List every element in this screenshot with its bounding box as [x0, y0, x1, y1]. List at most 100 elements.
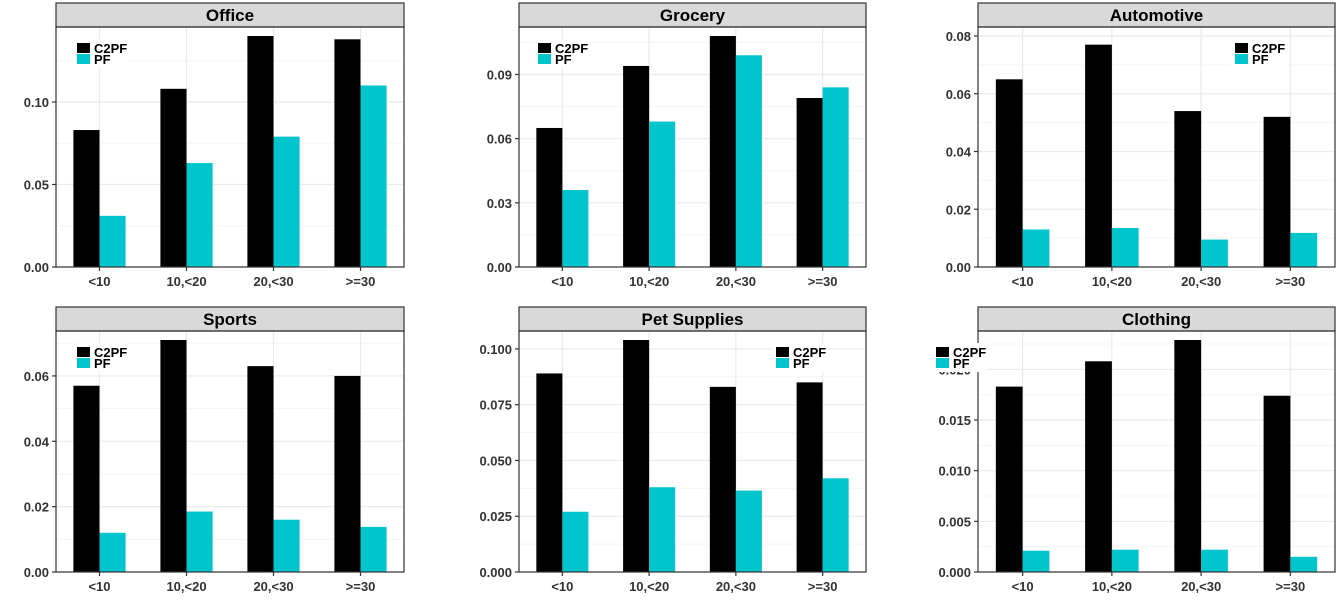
legend-key-pf: [1235, 54, 1248, 64]
x-tick-label: >=30: [1276, 579, 1306, 594]
x-tick-label: <10: [1012, 579, 1034, 594]
legend-key-pf: [77, 54, 90, 64]
legend-key-pf: [538, 54, 551, 64]
legend-label-pf: PF: [94, 356, 111, 371]
bar-c2pf-1: [160, 340, 187, 572]
legend-label-c2pf: C2PF: [555, 41, 588, 56]
chart-panel-3: Sports 0.00 0.02 0.04 0.06 <10 10,<20 20,<30 >=3…: [24, 306, 405, 594]
chart-panel-5: Clothing0.0000.0050.0100.0150.020<1010,<…: [932, 306, 1336, 594]
bar-pf-2: [273, 519, 300, 572]
bar-c2pf-2: [709, 386, 736, 572]
chart-panel-2: Automotive 0.00 0.02 0.04 0.06 0.08 <10 10,<20 2…: [946, 2, 1336, 289]
bar-pf-0: [562, 511, 589, 572]
bar-c2pf-2: [1174, 111, 1202, 267]
bar-c2pf-3: [796, 382, 823, 572]
x-tick-label: >=30: [808, 579, 838, 594]
y-tick-label: 0.005: [938, 514, 971, 529]
x-tick-label: 20,<30: [1181, 274, 1221, 289]
bar-pf-1: [1111, 228, 1139, 267]
panel-border: [518, 26, 867, 268]
y-tick-label: 0.08: [946, 29, 971, 44]
bar-pf-0: [1022, 229, 1050, 267]
bar-pf-3: [360, 526, 387, 572]
x-tick-label: <10: [551, 274, 573, 289]
y-tick-label: 0.010: [938, 464, 971, 479]
legend-key-pf: [936, 358, 949, 368]
x-tick-label: 10,<20: [166, 274, 206, 289]
y-tick-label: 0.02: [946, 202, 971, 217]
bar-pf-3: [360, 85, 387, 267]
bar-c2pf-3: [1263, 116, 1291, 267]
bar-c2pf-1: [623, 340, 650, 572]
bar-c2pf-2: [1174, 340, 1202, 572]
legend-key-c2pf: [776, 347, 789, 357]
legend-label-c2pf: C2PF: [793, 345, 826, 360]
bar-pf-1: [186, 511, 213, 572]
y-tick-label: 0.06: [24, 369, 49, 384]
facet-strip: [977, 2, 1336, 28]
legend-key-pf: [77, 358, 90, 368]
bar-c2pf-0: [73, 385, 100, 572]
y-tick-label: 0.100: [479, 342, 512, 357]
bar-c2pf-0: [73, 130, 100, 267]
x-tick-label: 20,<30: [716, 274, 756, 289]
y-tick-label: 0.025: [479, 509, 512, 524]
y-tick-label: 0.09: [487, 68, 512, 83]
bar-pf-3: [822, 478, 849, 572]
chart-panel-1: Grocery 0.00 0.03 0.06 0.09 <10 10,<20 20,<30 >=…: [487, 2, 867, 289]
bar-c2pf-2: [247, 36, 274, 267]
y-tick-label: 0.04: [24, 434, 50, 449]
bar-pf-2: [273, 136, 300, 267]
x-tick-label: <10: [551, 579, 573, 594]
legend-key-c2pf: [1235, 43, 1248, 53]
bar-pf-2: [735, 490, 762, 572]
bar-pf-0: [1022, 550, 1050, 572]
y-tick-label: 0.00: [24, 260, 49, 275]
x-tick-label: <10: [88, 579, 110, 594]
legend-label-c2pf: C2PF: [1252, 41, 1285, 56]
bar-c2pf-1: [623, 65, 650, 267]
legend-label-pf: PF: [953, 356, 970, 371]
y-tick-label: 0.04: [946, 145, 972, 160]
x-tick-label: 10,<20: [166, 579, 206, 594]
bar-c2pf-0: [995, 386, 1023, 572]
y-tick-label: 0.00: [24, 565, 49, 580]
bar-c2pf-3: [796, 98, 823, 268]
panel-border: [55, 26, 405, 268]
chart-panel-4: Pet Supplies 0.000 0.025 0.050 0.075 0.100 <10…: [479, 306, 867, 594]
facet-title: Sports: [203, 310, 257, 329]
facet-strip: [55, 2, 405, 28]
bar-pf-2: [1201, 549, 1228, 572]
bar-c2pf-1: [160, 88, 187, 267]
x-tick-label: >=30: [346, 579, 376, 594]
facet-strip: [55, 306, 405, 332]
x-tick-label: <10: [88, 274, 110, 289]
bar-pf-3: [1290, 556, 1318, 572]
y-tick-label: 0.000: [479, 565, 512, 580]
bar-pf-0: [562, 190, 589, 267]
legend-key-pf: [776, 358, 789, 368]
x-tick-label: 10,<20: [1092, 274, 1132, 289]
legend-label-pf: PF: [555, 52, 572, 67]
legend-key-c2pf: [77, 347, 90, 357]
panel-border: [55, 330, 405, 573]
x-tick-label: 20,<30: [716, 579, 756, 594]
bar-pf-0: [99, 532, 126, 572]
facet-title: Office: [206, 6, 254, 25]
x-tick-label: 20,<30: [253, 579, 293, 594]
bar-c2pf-0: [536, 373, 563, 572]
bar-pf-1: [649, 121, 676, 267]
y-tick-label: 0.000: [938, 565, 971, 580]
x-tick-label: 20,<30: [253, 274, 293, 289]
bar-c2pf-0: [995, 79, 1023, 267]
x-tick-label: 10,<20: [629, 274, 669, 289]
y-tick-label: 0.015: [938, 413, 971, 428]
x-tick-label: 10,<20: [1092, 579, 1132, 594]
x-tick-label: 20,<30: [1181, 579, 1221, 594]
panel-border: [518, 330, 867, 573]
legend-label-c2pf: C2PF: [953, 345, 986, 360]
